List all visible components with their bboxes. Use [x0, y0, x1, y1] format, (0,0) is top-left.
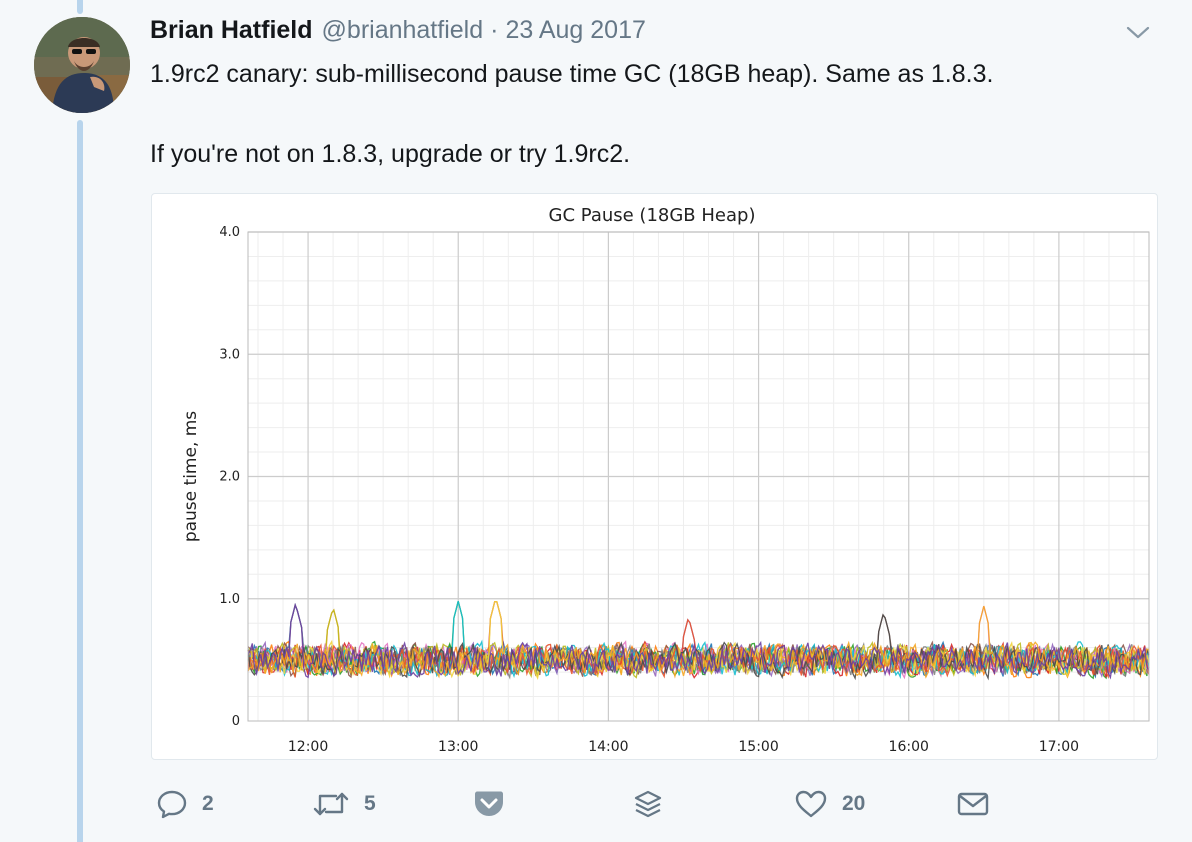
chart-x-tick-label: 13:00 — [438, 739, 478, 755]
author-name[interactable]: Brian Hatfield — [150, 16, 313, 44]
tweet-text-line-1: 1.9rc2 canary: sub-millisecond pause tim… — [150, 60, 994, 88]
chart-y-axis-label: pause time, ms — [181, 411, 201, 542]
avatar[interactable] — [34, 17, 130, 113]
retweet-button[interactable]: 5 — [312, 782, 376, 826]
reply-count: 2 — [202, 792, 214, 815]
tweet-text-line-2: If you're not on 1.8.3, upgrade or try 1… — [150, 140, 631, 168]
retweet-icon — [313, 792, 349, 816]
like-count: 20 — [842, 792, 866, 815]
chart-y-tick-label: 4.0 — [219, 225, 240, 240]
tweet-media-image[interactable]: GC Pause (18GB Heap) 0 1.0 2.0 3.0 4.0 12:00… — [151, 193, 1158, 760]
chart-x-tick-label: 17:00 — [1039, 739, 1079, 755]
chart-y-tick-label: 1.0 — [219, 592, 240, 607]
header-separator: · — [490, 16, 499, 44]
buffer-stack-icon — [634, 790, 662, 818]
chart-x-tick-label: 16:00 — [889, 739, 929, 755]
chart-y-tick-labels: 0 1.0 2.0 3.0 4.0 — [219, 225, 240, 729]
envelope-icon — [957, 792, 989, 816]
pocket-button[interactable] — [472, 782, 506, 826]
thread-line — [77, 120, 83, 842]
tweet-actions: 2 5 — [150, 782, 1050, 826]
like-button[interactable]: 20 — [794, 782, 865, 826]
more-options-button[interactable] — [1126, 24, 1150, 42]
chevron-down-icon — [1126, 26, 1150, 39]
author-handle[interactable]: @brianhatfield — [321, 16, 484, 44]
chart-y-tick-label: 2.0 — [219, 470, 240, 485]
reply-button[interactable]: 2 — [156, 782, 214, 826]
reply-bubble-icon — [157, 790, 187, 819]
chart-x-tick-label: 12:00 — [288, 739, 328, 755]
chart-y-tick-label: 0 — [232, 714, 240, 729]
retweet-count: 5 — [364, 792, 376, 815]
pocket-save-icon — [475, 791, 503, 816]
heart-icon — [795, 790, 827, 818]
tweet-text: 1.9rc2 canary: sub-millisecond pause tim… — [150, 58, 1150, 168]
tweet-date[interactable]: 23 Aug 2017 — [505, 16, 646, 44]
chart-series-line — [247, 602, 1150, 680]
chart-x-tick-labels: 12:00 13:00 14:00 15:00 16:00 17:00 — [288, 739, 1079, 755]
chart-x-tick-label: 15:00 — [738, 739, 778, 755]
chart-title: GC Pause (18GB Heap) — [549, 205, 756, 226]
chart-plot-frame — [247, 231, 1150, 722]
direct-message-button[interactable] — [956, 782, 990, 826]
chart-y-tick-label: 3.0 — [219, 347, 240, 362]
avatar-photo — [34, 17, 130, 113]
tweet-header: Brian Hatfield @brianhatfield · 23 Aug 2… — [150, 16, 646, 50]
chart-series-line — [247, 601, 1150, 680]
chart-x-tick-label: 14:00 — [588, 739, 628, 755]
buffer-button[interactable] — [632, 782, 664, 826]
chart-series-group — [247, 601, 1150, 681]
thread-line-top — [77, 0, 83, 14]
gc-pause-chart: GC Pause (18GB Heap) 0 1.0 2.0 3.0 4.0 12:00… — [181, 205, 1150, 755]
